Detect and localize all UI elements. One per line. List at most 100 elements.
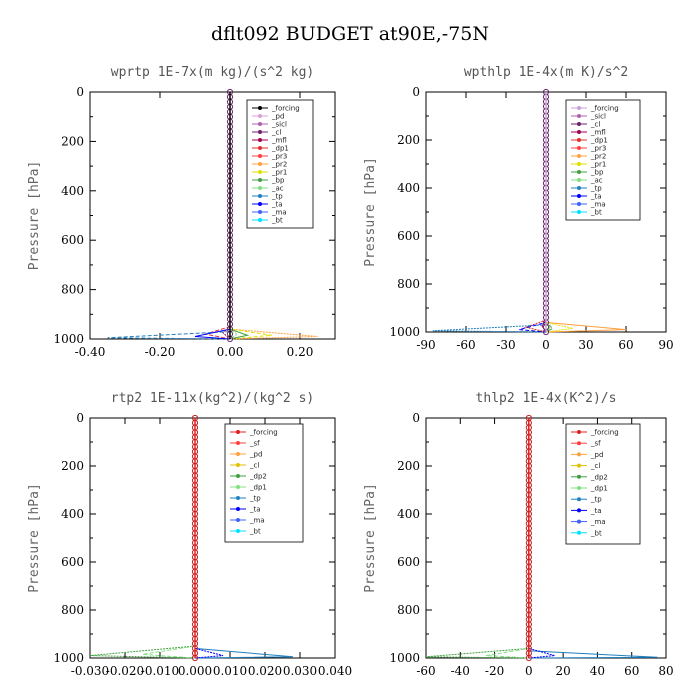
legend-marker xyxy=(577,519,581,524)
legend-entry: _pd xyxy=(249,451,262,459)
x-tick-label: -90 xyxy=(416,338,435,352)
legend-entry: _ta xyxy=(271,201,283,209)
x-tick-label: 0.000 xyxy=(178,664,212,678)
x-tick-label: 60 xyxy=(618,338,633,352)
x-tick-label: -20 xyxy=(485,664,504,678)
panel-rtp2: rtp2 1E-11x(kg^2)/(kg^2 s) Pressure [hPa]… xyxy=(27,391,352,678)
y-tick-label: 800 xyxy=(61,283,84,297)
panel-wpthlp: wpthlp 1E-4x(m K)/s^2 Pressure [hPa] 0 200 4… xyxy=(363,65,674,352)
panel-title: rtp2 1E-11x(kg^2)/(kg^2 s) xyxy=(111,391,315,406)
legend-marker xyxy=(258,146,262,150)
x-tick-label: -60 xyxy=(416,664,435,678)
legend-entry: _pr3 xyxy=(590,145,606,153)
series-line xyxy=(425,418,530,659)
legend-marker xyxy=(258,130,262,134)
panel-title: wprtp 1E-7x(m kg)/(s^2 kg) xyxy=(111,65,315,80)
y-tick-label: 0 xyxy=(76,411,84,425)
x-tick-label: -0.40 xyxy=(75,345,106,359)
legend-marker xyxy=(577,106,581,110)
legend-marker xyxy=(236,463,240,467)
legend-entry: _sicl xyxy=(590,113,606,121)
y-axis-label: Pressure [hPa] xyxy=(363,483,378,593)
legend-marker xyxy=(258,178,262,182)
y-tick-label: 1000 xyxy=(389,651,420,665)
legend-entry: _bt xyxy=(590,529,602,537)
y-axis-label: Pressure [hPa] xyxy=(363,157,378,267)
y-tick-label: 800 xyxy=(61,603,84,617)
x-tick-label: 0.040 xyxy=(318,664,352,678)
legend-entry: _mfl xyxy=(271,137,287,145)
legend-entry: _forcing xyxy=(590,105,619,113)
series-line xyxy=(229,92,273,340)
legend-entry: _tp xyxy=(590,496,602,504)
legend-marker xyxy=(577,114,581,118)
legend: _forcing_sicl_cl_mfl_dp1_pr3_pr2_pr1_bp_… xyxy=(565,99,641,221)
legend-entry: _pr1 xyxy=(590,161,606,169)
y-tick-label: 600 xyxy=(397,229,420,243)
legend-entry: _sf xyxy=(249,440,260,448)
legend-marker xyxy=(258,162,262,166)
legend-entry: _ma xyxy=(590,201,606,209)
legend-marker xyxy=(258,218,262,222)
legend-marker xyxy=(577,138,581,142)
legend-entry: _cl xyxy=(590,121,600,129)
panel-title: thlp2 1E-4x(K^2)/s xyxy=(476,391,617,406)
legend-marker xyxy=(258,138,262,142)
panel-title: wpthlp 1E-4x(m K)/s^2 xyxy=(464,65,628,80)
legend-marker xyxy=(258,194,262,198)
series-line xyxy=(432,92,547,333)
legend-marker xyxy=(236,452,240,456)
x-tick-label: 90 xyxy=(658,338,673,352)
x-tick-label: -0.020 xyxy=(106,664,144,678)
series-line xyxy=(528,418,555,659)
x-tick-label: -0.010 xyxy=(141,664,179,678)
series-line xyxy=(107,92,231,340)
x-tick-label: 0 xyxy=(542,338,550,352)
legend-marker xyxy=(577,194,581,198)
legend-marker xyxy=(577,463,581,468)
legend-entry: _bp xyxy=(271,177,285,185)
x-tick-label: 40 xyxy=(590,664,605,678)
legend-entry: _pr1 xyxy=(271,169,287,177)
legend-entry: _forcing xyxy=(249,429,278,437)
series-line xyxy=(194,418,224,659)
x-tick-label: -30 xyxy=(496,338,515,352)
legend-marker xyxy=(258,210,262,214)
series-line xyxy=(485,418,530,659)
y-tick-label: 200 xyxy=(397,133,420,147)
legend-marker xyxy=(577,210,581,214)
y-tick-label: 0 xyxy=(412,85,420,99)
legend: _forcing _sf _pd _cl _dp2 _dp1 _tp _ta _ma _bt xyxy=(224,423,304,543)
x-tick-label: 0.20 xyxy=(287,345,314,359)
legend-marker xyxy=(236,485,240,489)
y-axis-label: Pressure [hPa] xyxy=(27,161,42,271)
legend-entry: _ma xyxy=(590,518,606,526)
legend-marker xyxy=(236,496,240,500)
legend-marker xyxy=(577,497,581,502)
x-tick-label: 0.030 xyxy=(283,664,317,678)
x-tick-label: -0.030 xyxy=(71,664,109,678)
y-tick-label: 200 xyxy=(397,459,420,473)
legend-marker xyxy=(236,518,240,522)
legend-entry: _forcing xyxy=(590,429,619,437)
legend-entry: _ta xyxy=(590,507,602,515)
legend: _forcing_pd_sicl_cl_mfl_dp1_pr3_pr2_pr1_… xyxy=(246,99,314,229)
legend-marker xyxy=(577,130,581,134)
series-line xyxy=(519,92,547,333)
legend-marker xyxy=(258,154,262,158)
legend-box xyxy=(565,99,641,221)
x-tick-label: 0.010 xyxy=(213,664,247,678)
legend-entry: _ta xyxy=(590,193,602,201)
legend-marker xyxy=(258,202,262,206)
legend-entry: _dp1 xyxy=(271,145,289,153)
legend-entry: _bt xyxy=(271,217,283,225)
x-tick-label: 0.00 xyxy=(217,345,244,359)
legend-entry: _dp2 xyxy=(249,473,267,481)
legend-entry: _pd xyxy=(590,451,603,459)
legend-marker xyxy=(577,530,581,535)
legend-entry: _tp xyxy=(590,185,602,193)
x-tick-label: 60 xyxy=(624,664,639,678)
legend-entry: _ma xyxy=(249,517,265,525)
y-tick-label: 800 xyxy=(397,603,420,617)
y-tick-label: 400 xyxy=(61,184,84,198)
